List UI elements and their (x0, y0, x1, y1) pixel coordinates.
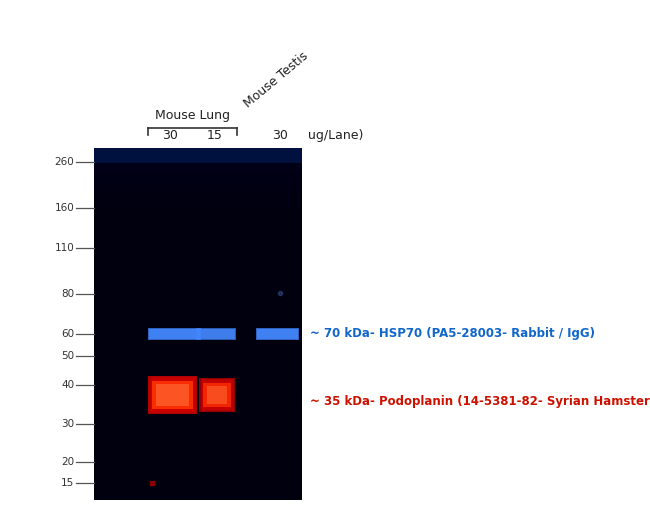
Text: 160: 160 (55, 203, 74, 213)
Text: 40: 40 (61, 380, 74, 390)
Text: ug/Lane): ug/Lane) (308, 129, 363, 142)
Bar (202, 380, 232, 410)
Bar (94, 151, 302, 154)
Bar (94, 157, 302, 160)
Bar (149, 329, 200, 340)
Bar (200, 379, 233, 411)
Bar (197, 329, 235, 340)
Bar (205, 383, 229, 407)
Bar (94, 148, 302, 500)
Text: 260: 260 (55, 157, 74, 167)
Bar (203, 382, 231, 408)
Bar (150, 377, 196, 413)
Text: 110: 110 (55, 243, 74, 253)
Text: ~ 35 kDa- Podoplanin (14-5381-82- Syrian Hamster / IgG): ~ 35 kDa- Podoplanin (14-5381-82- Syrian… (310, 395, 650, 409)
Text: Mouse Lung: Mouse Lung (155, 109, 230, 122)
Bar (196, 328, 235, 340)
Text: 15: 15 (61, 478, 74, 488)
Bar (94, 196, 302, 199)
Bar (155, 382, 190, 408)
Bar (94, 184, 302, 187)
Bar (151, 378, 194, 412)
Text: 20: 20 (61, 457, 74, 467)
Text: 30: 30 (61, 419, 74, 429)
Bar (94, 148, 302, 163)
Bar (148, 328, 202, 340)
Bar (148, 328, 201, 340)
Text: ~ 70 kDa- HSP70 (PA5-28003- Rabbit / IgG): ~ 70 kDa- HSP70 (PA5-28003- Rabbit / IgG… (310, 327, 595, 341)
Text: 50: 50 (61, 351, 74, 361)
Bar (94, 202, 302, 205)
Bar (94, 169, 302, 172)
Bar (148, 376, 197, 414)
Bar (94, 148, 302, 151)
Bar (197, 329, 235, 339)
Bar (94, 178, 302, 181)
Text: 15: 15 (207, 129, 223, 142)
Bar (257, 329, 298, 339)
Bar (153, 380, 192, 410)
Text: Mouse Testis: Mouse Testis (242, 49, 311, 110)
Bar (152, 381, 193, 409)
Bar (203, 383, 231, 407)
Text: 80: 80 (61, 289, 74, 299)
Bar (199, 378, 235, 412)
Bar (94, 160, 302, 163)
Text: 30: 30 (272, 129, 288, 142)
Bar (149, 329, 200, 339)
Bar (154, 381, 191, 409)
Bar (94, 187, 302, 190)
Bar (94, 175, 302, 178)
Bar (196, 328, 236, 340)
Bar (94, 166, 302, 169)
Bar (148, 328, 201, 340)
Bar (156, 384, 189, 406)
Bar (207, 384, 228, 406)
Text: 30: 30 (162, 129, 178, 142)
Bar (256, 328, 299, 340)
Bar (94, 199, 302, 202)
Bar (196, 328, 236, 340)
Bar (207, 386, 227, 404)
Bar (256, 328, 298, 340)
Bar (94, 154, 302, 157)
Bar (94, 163, 302, 166)
Bar (94, 205, 302, 208)
Bar (94, 172, 302, 175)
Text: 60: 60 (61, 329, 74, 339)
Bar (256, 328, 299, 340)
Bar (94, 193, 302, 196)
Bar (257, 329, 298, 340)
Bar (94, 181, 302, 184)
Bar (94, 190, 302, 193)
